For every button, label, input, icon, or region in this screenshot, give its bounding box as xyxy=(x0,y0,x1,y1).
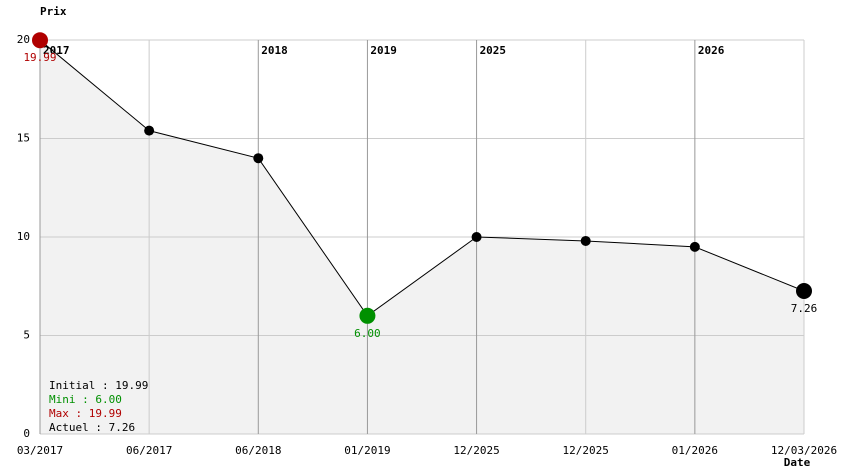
legend-entry: Initial : 19.99 xyxy=(49,379,148,392)
point xyxy=(32,32,48,49)
x-tick-label: 06/2018 xyxy=(235,444,281,457)
year-marker: 2018 xyxy=(261,44,288,57)
legend-entry: Actuel : 7.26 xyxy=(49,421,135,434)
point xyxy=(144,125,155,136)
x-tick-label: 01/2019 xyxy=(344,444,390,457)
x-tick-label: 06/2017 xyxy=(126,444,172,457)
y-tick-label: 0 xyxy=(23,427,30,440)
value-label: 6.00 xyxy=(354,327,381,340)
year-marker: 2025 xyxy=(480,44,507,57)
y-axis-label: Prix xyxy=(40,5,67,18)
point xyxy=(359,307,376,324)
legend-entry: Max : 19.99 xyxy=(49,407,122,420)
point xyxy=(253,153,264,164)
x-tick-label: 01/2026 xyxy=(672,444,718,457)
year-marker: 2017 xyxy=(43,44,70,57)
y-tick-label: 15 xyxy=(17,132,30,145)
value-label: 7.26 xyxy=(791,302,818,315)
y-tick-label: 5 xyxy=(23,329,30,342)
y-tick-label: 20 xyxy=(17,33,30,46)
line xyxy=(39,39,805,317)
legend-entry: Mini : 6.00 xyxy=(49,393,122,406)
year-marker: 2026 xyxy=(698,44,725,57)
point xyxy=(689,241,700,252)
x-tick-label: 12/03/2026 xyxy=(771,444,837,457)
point xyxy=(471,232,482,242)
point xyxy=(796,282,812,299)
x-tick-label: 12/2025 xyxy=(453,444,499,457)
value-label: 19.99 xyxy=(23,51,56,64)
year-marker: 2019 xyxy=(370,44,397,57)
x-tick-label: 03/2017 xyxy=(17,444,63,457)
y-tick-label: 10 xyxy=(17,230,30,243)
x-axis-label: Date xyxy=(784,456,811,469)
point xyxy=(580,235,591,246)
x-tick-label: 12/2025 xyxy=(563,444,609,457)
